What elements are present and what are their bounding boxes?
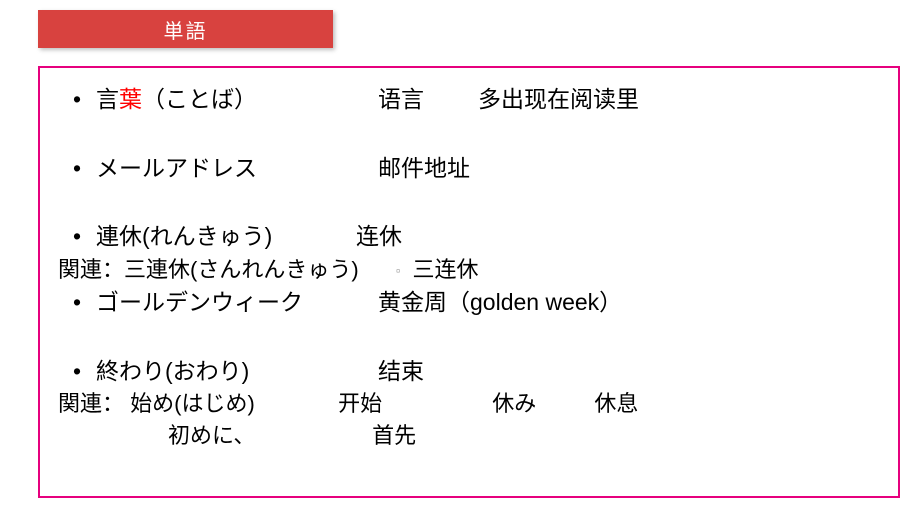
center-mark-icon: ▫: [396, 263, 400, 277]
vocab-japanese: 終わり(おわり): [96, 354, 378, 389]
gap: [58, 117, 880, 151]
text-highlight: 葉: [119, 86, 142, 112]
related-japanese: 初めに、: [168, 420, 366, 452]
vocab-japanese: 連休(れんきゅう): [96, 219, 356, 254]
bullet-icon: •: [58, 219, 96, 254]
vocab-chinese: 邮件地址: [378, 151, 470, 186]
bullet-icon: •: [58, 82, 96, 117]
bullet-icon: •: [58, 354, 96, 389]
vocab-chinese: 结束: [378, 354, 424, 389]
vocab-chinese: 连休: [356, 219, 402, 254]
vocab-japanese: ゴールデンウィーク: [96, 285, 378, 320]
related-chinese: 三连休: [413, 257, 479, 282]
related-chinese-2: 休息: [594, 391, 638, 416]
related-japanese: 関連：三連休(さんれんきゅう): [58, 254, 390, 286]
header-badge: 単語: [38, 10, 333, 48]
vocabulary-box: • 言葉（ことば） 语言 多出现在阅读里 • メールアドレス 邮件地址 • 連休…: [38, 66, 900, 498]
vocab-row: • 連休(れんきゅう) 连休: [58, 219, 880, 254]
text-part: （ことば）: [142, 86, 257, 112]
header-title: 単語: [164, 15, 208, 44]
text-part: 言: [96, 86, 119, 112]
vocab-chinese: 黄金周（golden week）: [378, 285, 622, 320]
bullet-icon: •: [58, 285, 96, 320]
gap: [58, 185, 880, 219]
related-line: 関連： 始め(はじめ) 开始 休み 休息: [58, 388, 880, 420]
vocab-row: • 言葉（ことば） 语言 多出现在阅读里: [58, 82, 880, 117]
related-japanese-2: 休み: [492, 388, 588, 420]
vocab-row: • メールアドレス 邮件地址: [58, 151, 880, 186]
vocab-japanese: 言葉（ことば）: [96, 82, 378, 117]
related-line: 関連：三連休(さんれんきゅう) ▫ 三连休: [58, 254, 880, 286]
bullet-icon: •: [58, 151, 96, 186]
related-japanese: 関連： 始め(はじめ): [58, 388, 332, 420]
gap: [58, 320, 880, 354]
vocab-chinese: 语言: [378, 82, 478, 117]
vocab-row: • 終わり(おわり) 结束: [58, 354, 880, 389]
vocab-note: 多出现在阅读里: [478, 82, 639, 117]
vocab-japanese: メールアドレス: [96, 151, 378, 186]
related-chinese: 开始: [338, 388, 486, 420]
vocab-row: • ゴールデンウィーク 黄金周（golden week）: [58, 285, 880, 320]
related-chinese: 首先: [372, 423, 416, 448]
related-line: 初めに、 首先: [58, 420, 880, 452]
